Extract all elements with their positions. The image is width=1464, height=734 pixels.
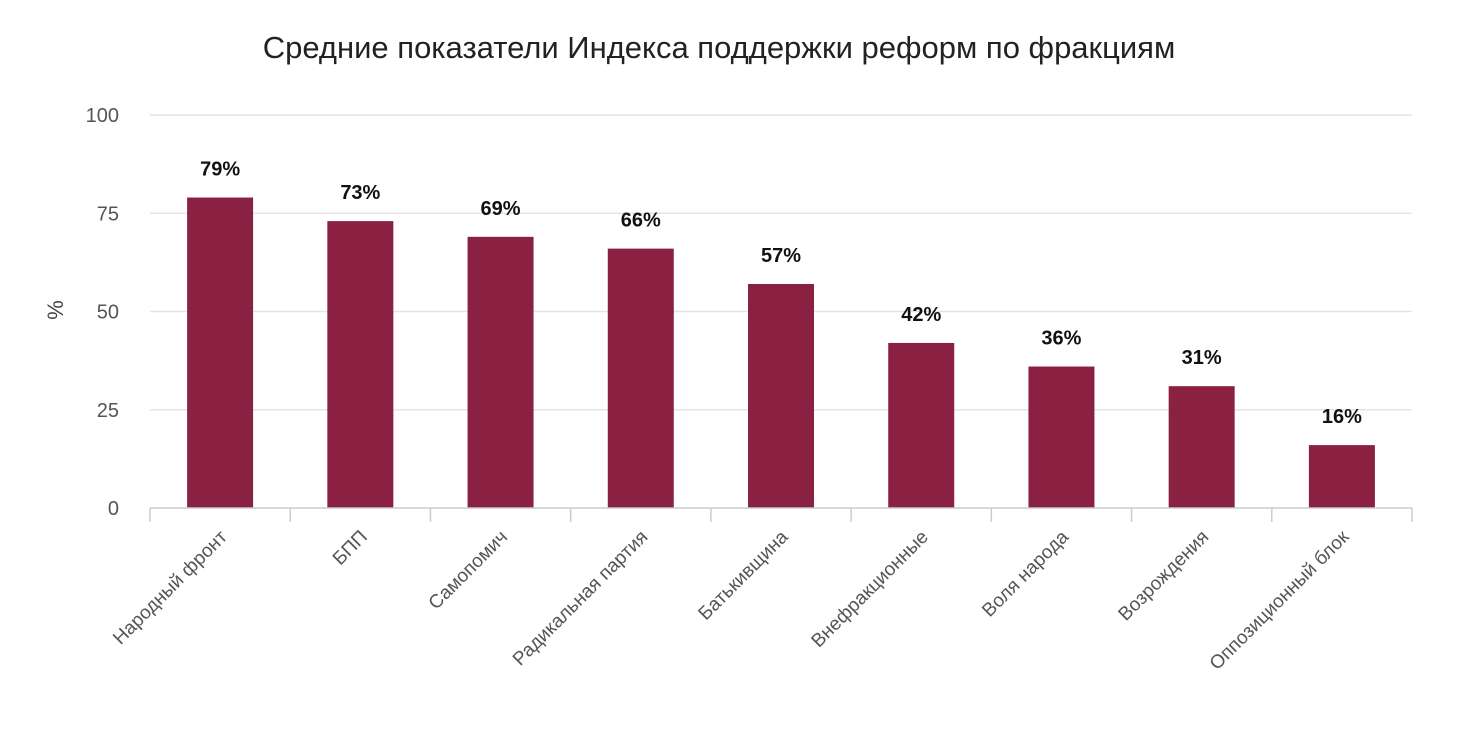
y-tick-label: 25 xyxy=(97,400,119,422)
bar xyxy=(187,197,254,508)
x-tick-label: Оппозиционный блок xyxy=(1206,526,1354,674)
x-tick-label: Внефракционные xyxy=(808,527,933,652)
y-tick-label: 100 xyxy=(86,105,119,127)
data-label: 73% xyxy=(340,182,380,204)
data-label: 42% xyxy=(901,304,941,326)
bar xyxy=(888,342,955,508)
bar xyxy=(1028,366,1095,508)
chart-title: Средние показатели Индекса поддержки реф… xyxy=(263,30,1176,65)
bar xyxy=(467,236,534,508)
data-label: 16% xyxy=(1322,406,1362,428)
data-label: 31% xyxy=(1182,347,1222,369)
x-tick-label: БПП xyxy=(329,527,372,570)
x-tick-label: Воля народа xyxy=(978,526,1073,621)
y-axis-ticks: 0 25 50 75 100 xyxy=(86,105,119,520)
data-label: 69% xyxy=(481,198,521,220)
data-label: 36% xyxy=(1041,328,1081,350)
bar xyxy=(607,248,674,508)
data-label: 57% xyxy=(761,245,801,267)
x-tick-label: Возрождения xyxy=(1115,527,1214,626)
bar xyxy=(327,221,394,509)
x-axis xyxy=(149,507,1413,522)
data-labels: 79% 73% 69% 66% 57% 42% 36% 31% 16% xyxy=(200,159,1362,429)
bar xyxy=(1308,445,1375,508)
y-axis-label: % xyxy=(43,300,68,320)
y-tick-label: 0 xyxy=(108,498,119,520)
y-tick-label: 50 xyxy=(97,302,119,324)
bar xyxy=(748,283,814,508)
x-tick-label: Народный фронт xyxy=(109,526,232,649)
x-tick-label: Радикальная партия xyxy=(509,527,652,670)
y-tick-label: 75 xyxy=(97,203,119,225)
bars xyxy=(187,197,1375,509)
x-tick-label: Самопомич xyxy=(425,527,512,614)
x-tick-label: Батькивщина xyxy=(695,526,793,624)
data-label: 66% xyxy=(621,210,661,232)
bar xyxy=(1168,386,1235,508)
data-label: 79% xyxy=(200,159,240,181)
